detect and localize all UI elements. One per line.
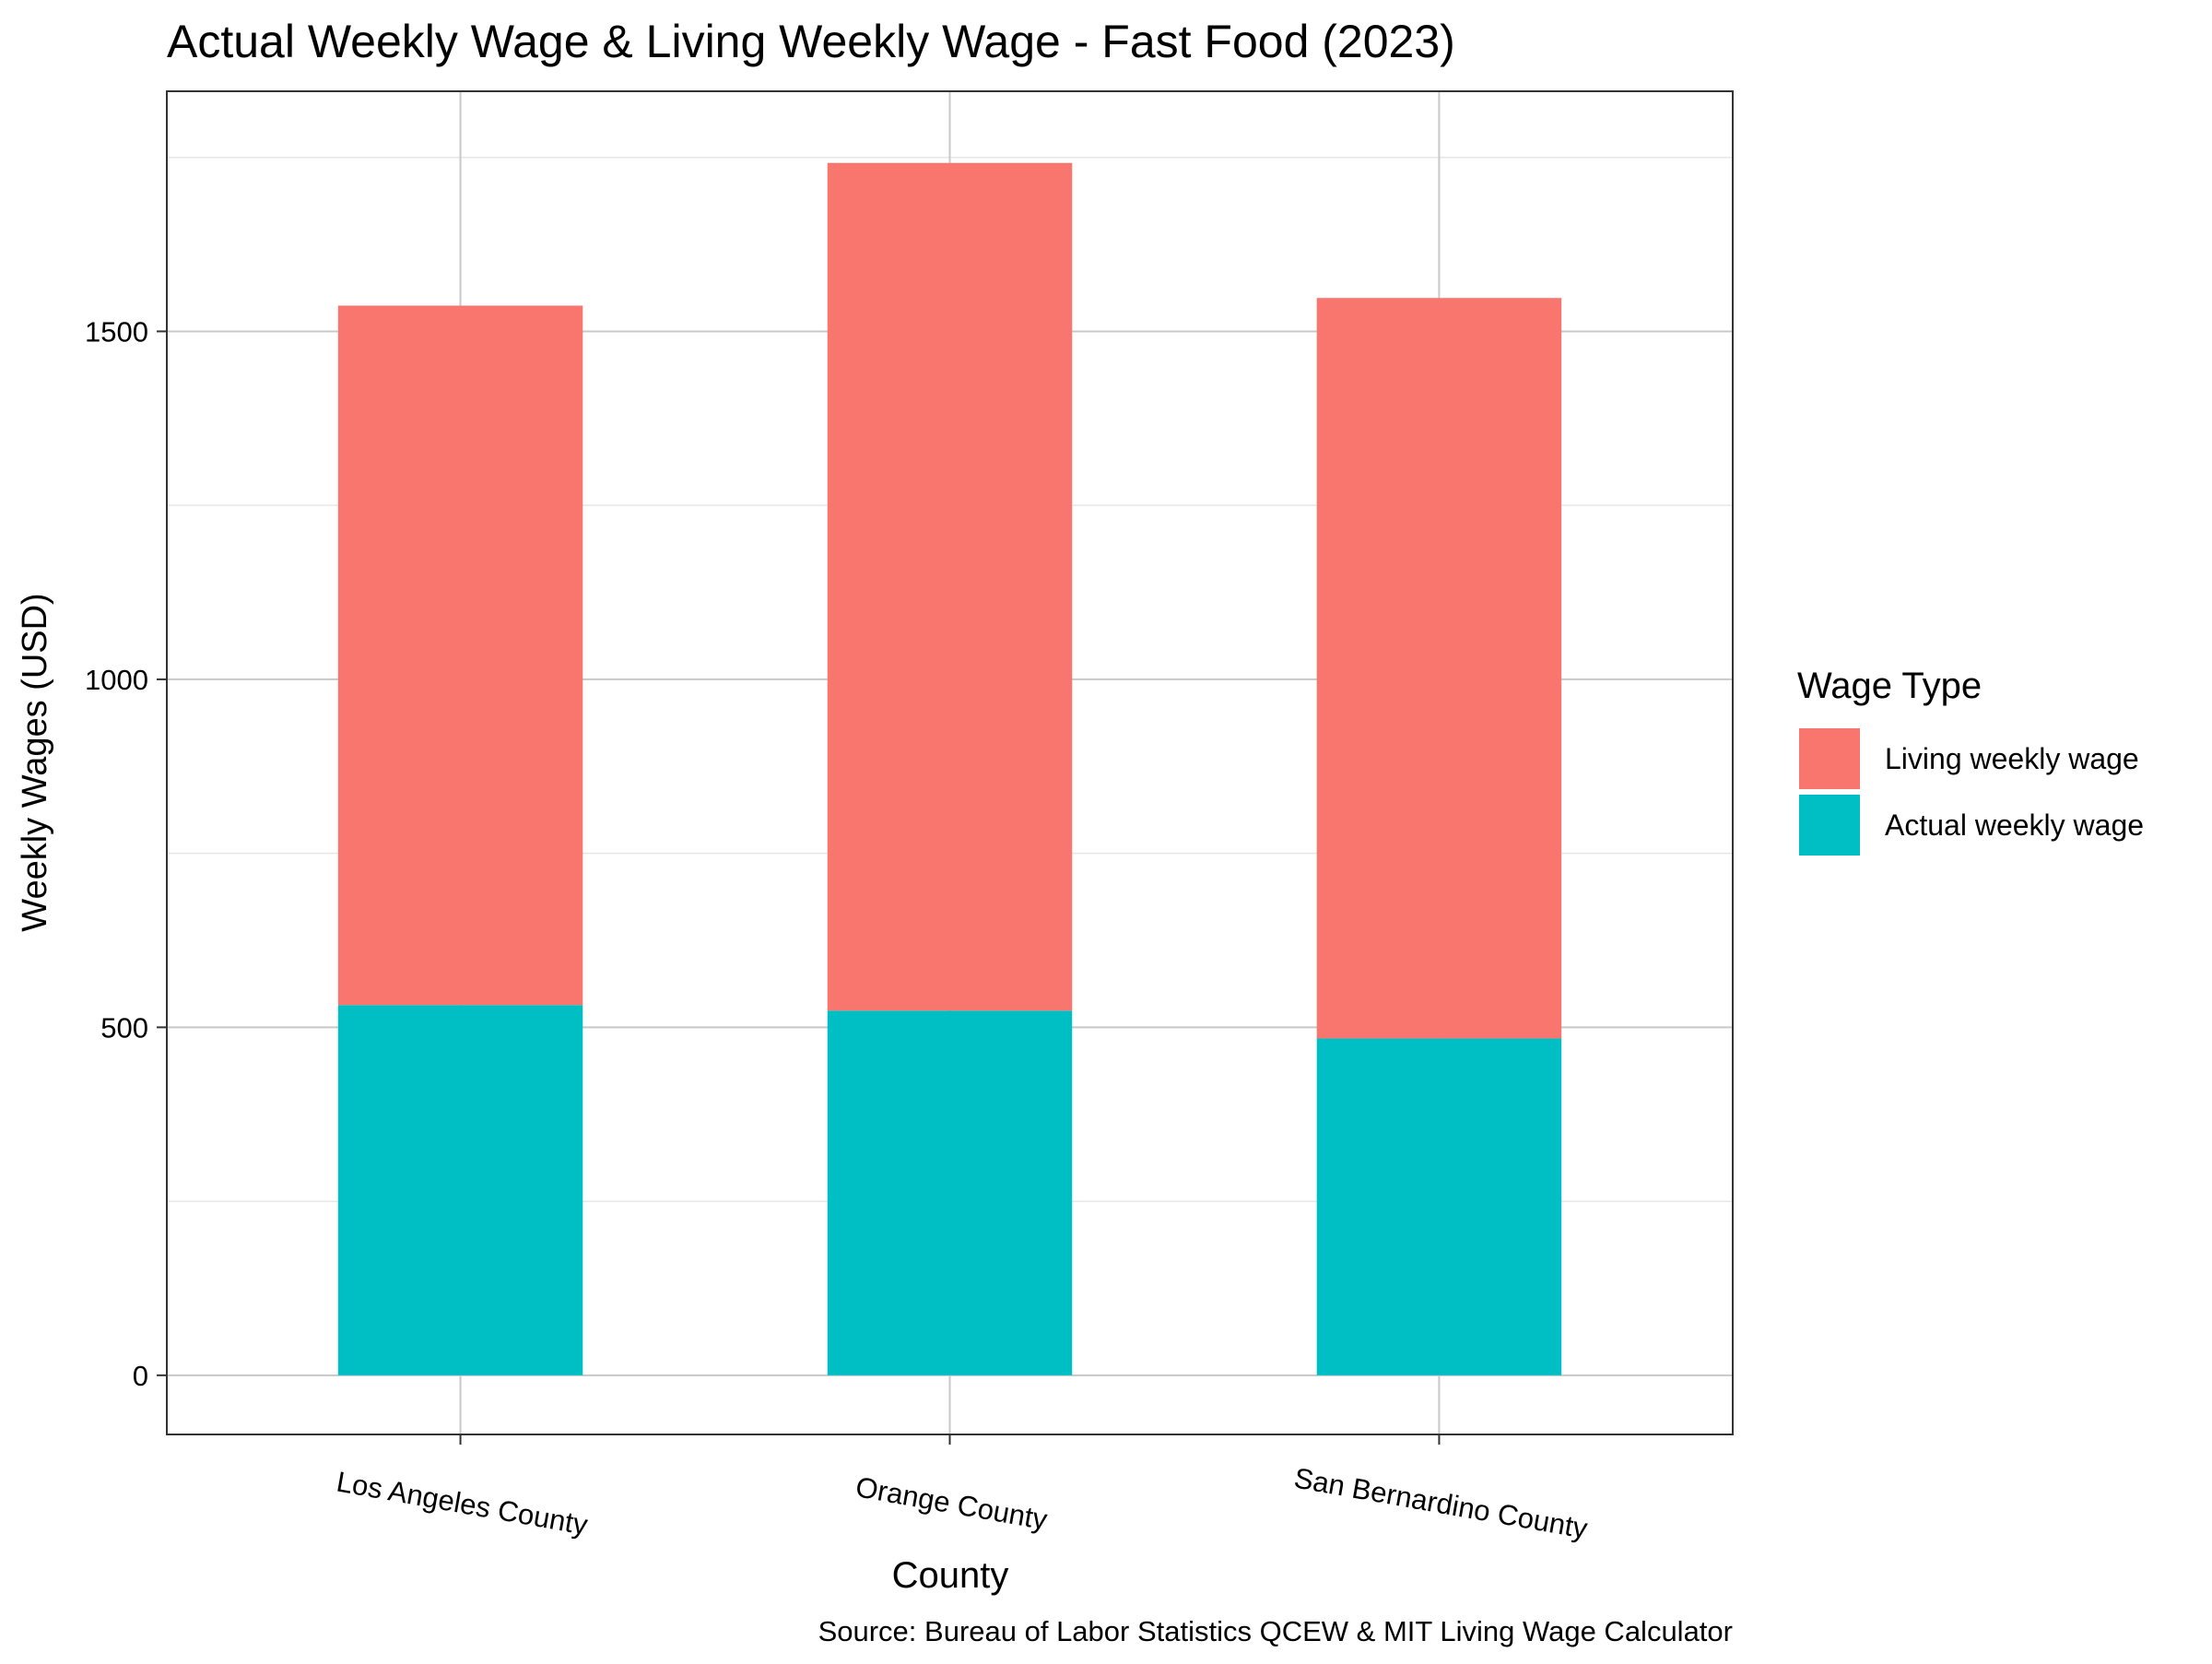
legend-key-swatch [1799,795,1860,856]
legend-entry-label: Living weekly wage [1885,742,2139,775]
bar-living-weekly-wage [827,162,1073,1011]
y-axis-title: Weekly Wages (USD) [16,593,54,931]
bar-living-weekly-wage [1316,298,1562,1039]
legend-key-swatch [1799,728,1860,789]
bar-actual-weekly-wage [1316,1038,1562,1375]
legend-title: Wage Type [1797,666,1982,706]
y-tick-label: 1500 [85,315,148,348]
legend: Wage Type Living weekly wage Actual weekl… [1797,666,2144,856]
bar-actual-weekly-wage [827,1010,1073,1375]
legend-entry-label: Actual weekly wage [1885,808,2144,842]
y-tick-label: 1000 [85,664,148,696]
y-tick-label: 0 [133,1360,148,1392]
x-axis-title: County [892,1555,1009,1596]
bars-layer [337,162,1562,1375]
bar-living-weekly-wage [337,305,583,1006]
chart-caption: Source: Bureau of Labor Statistics QCEW … [818,1615,1733,1647]
bar-actual-weekly-wage [337,1005,583,1375]
chart-title: Actual Weekly Wage & Living Weekly Wage … [167,16,1455,67]
y-tick-label: 500 [100,1011,148,1044]
